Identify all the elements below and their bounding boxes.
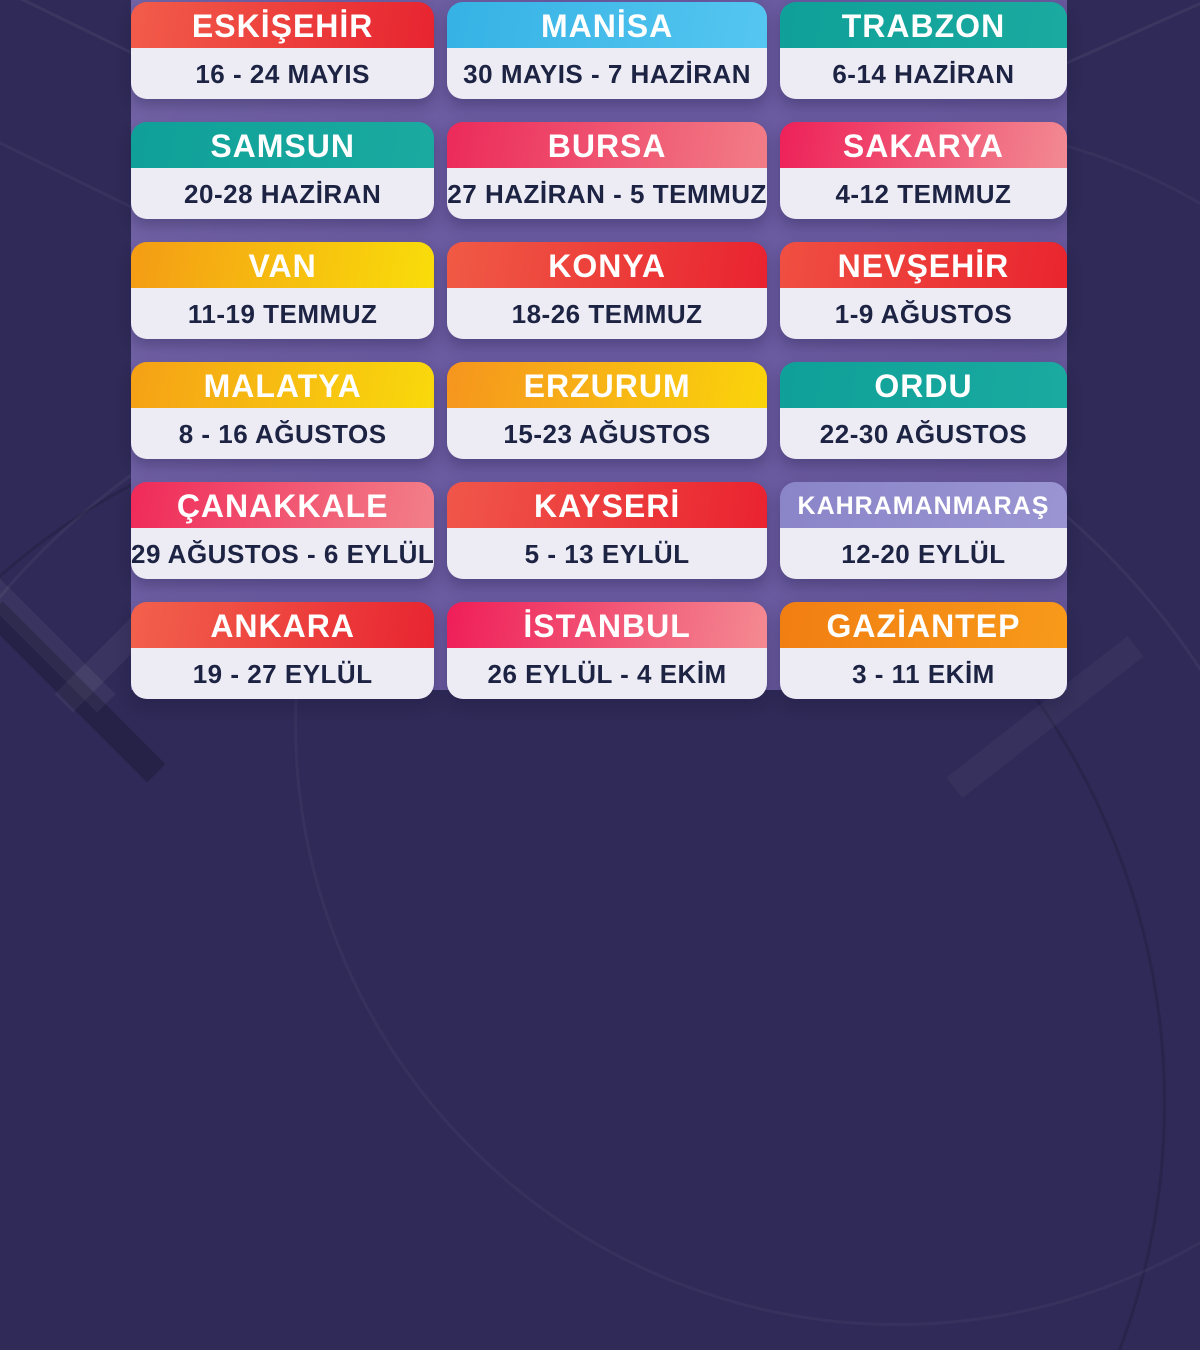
- city-card-header: ANKARA: [131, 602, 435, 648]
- city-name: KAHRAMANMARAŞ: [797, 491, 1050, 520]
- city-name: ERZURUM: [523, 368, 691, 404]
- city-card-body: 12-20 EYLÜL: [779, 528, 1067, 579]
- city-schedule-grid: ESKİŞEHİR 16 - 24 MAYIS MANİSA 30 MAYIS …: [131, 2, 1067, 699]
- city-card-body: 11-19 TEMMUZ: [131, 288, 435, 339]
- city-dates: 15-23 AĞUSTOS: [503, 418, 711, 449]
- city-name: İSTANBUL: [523, 608, 691, 644]
- city-card-body: 30 MAYIS - 7 HAZİRAN: [447, 48, 767, 99]
- city-card: GAZİANTEP 3 - 11 EKİM: [779, 602, 1067, 699]
- city-card-body: 15-23 AĞUSTOS: [447, 408, 767, 459]
- city-card-body: 22-30 AĞUSTOS: [779, 408, 1067, 459]
- cards-backdrop-panel: [131, 0, 1067, 690]
- city-card-body: 3 - 11 EKİM: [779, 648, 1067, 699]
- city-card-header: GAZİANTEP: [779, 602, 1067, 648]
- city-card-body: 5 - 13 EYLÜL: [447, 528, 767, 579]
- city-dates: 11-19 TEMMUZ: [187, 298, 378, 329]
- city-name: MANİSA: [541, 8, 674, 44]
- city-dates: 1-9 AĞUSTOS: [834, 298, 1013, 329]
- city-card: ORDU 22-30 AĞUSTOS: [779, 362, 1067, 459]
- city-card-header: ERZURUM: [447, 362, 767, 408]
- city-name: VAN: [248, 248, 317, 284]
- city-card-header: ÇANAKKALE: [131, 482, 435, 528]
- city-card-header: NEVŞEHİR: [779, 242, 1067, 288]
- city-dates: 30 MAYIS - 7 HAZİRAN: [463, 58, 752, 89]
- city-name: KAYSERİ: [533, 488, 681, 524]
- city-card-header: BURSA: [447, 122, 767, 168]
- city-card: BURSA 27 HAZİRAN - 5 TEMMUZ: [447, 122, 767, 219]
- city-dates: 8 - 16 AĞUSTOS: [178, 418, 387, 449]
- city-card: MANİSA 30 MAYIS - 7 HAZİRAN: [447, 2, 767, 99]
- city-card: KAYSERİ 5 - 13 EYLÜL: [447, 482, 767, 579]
- city-name: TRABZON: [841, 8, 1006, 44]
- city-card-header: SAKARYA: [779, 122, 1067, 168]
- city-card-body: 18-26 TEMMUZ: [447, 288, 767, 339]
- city-card-header: KAYSERİ: [447, 482, 767, 528]
- city-dates: 4-12 TEMMUZ: [835, 178, 1012, 209]
- city-name: ANKARA: [210, 608, 355, 644]
- city-card: SAMSUN 20-28 HAZİRAN: [131, 122, 435, 219]
- city-name: NEVŞEHİR: [837, 248, 1010, 284]
- city-card: ESKİŞEHİR 16 - 24 MAYIS: [131, 2, 435, 99]
- city-dates: 27 HAZİRAN - 5 TEMMUZ: [447, 178, 767, 209]
- city-card: SAKARYA 4-12 TEMMUZ: [779, 122, 1067, 219]
- city-card-body: 8 - 16 AĞUSTOS: [131, 408, 435, 459]
- city-card-header: KAHRAMANMARAŞ: [779, 482, 1067, 528]
- city-card: NEVŞEHİR 1-9 AĞUSTOS: [779, 242, 1067, 339]
- city-card-body: 27 HAZİRAN - 5 TEMMUZ: [447, 168, 767, 219]
- city-card-header: TRABZON: [779, 2, 1067, 48]
- city-card-body: 16 - 24 MAYIS: [131, 48, 435, 99]
- city-card-body: 1-9 AĞUSTOS: [779, 288, 1067, 339]
- city-name: SAMSUN: [210, 128, 355, 164]
- city-dates: 16 - 24 MAYIS: [195, 58, 370, 89]
- city-card-header: MALATYA: [131, 362, 435, 408]
- city-card-body: 26 EYLÜL - 4 EKİM: [447, 648, 767, 699]
- city-card: ÇANAKKALE 29 AĞUSTOS - 6 EYLÜL: [131, 482, 435, 579]
- city-card: VAN 11-19 TEMMUZ: [131, 242, 435, 339]
- city-card: MALATYA 8 - 16 AĞUSTOS: [131, 362, 435, 459]
- city-card: ERZURUM 15-23 AĞUSTOS: [447, 362, 767, 459]
- city-card-header: ESKİŞEHİR: [131, 2, 435, 48]
- city-dates: 19 - 27 EYLÜL: [192, 658, 373, 689]
- city-card: KAHRAMANMARAŞ 12-20 EYLÜL: [779, 482, 1067, 579]
- city-dates: 6-14 HAZİRAN: [832, 58, 1015, 89]
- city-dates: 22-30 AĞUSTOS: [819, 418, 1028, 449]
- city-dates: 5 - 13 EYLÜL: [524, 538, 690, 569]
- city-card-body: 29 AĞUSTOS - 6 EYLÜL: [131, 528, 435, 579]
- city-card-header: SAMSUN: [131, 122, 435, 168]
- city-name: ÇANAKKALE: [176, 488, 389, 524]
- city-dates: 26 EYLÜL - 4 EKİM: [487, 658, 727, 689]
- city-card-header: VAN: [131, 242, 435, 288]
- city-name: KONYA: [548, 248, 666, 284]
- city-name: MALATYA: [203, 368, 362, 404]
- city-name: SAKARYA: [842, 128, 1005, 164]
- city-card-body: 6-14 HAZİRAN: [779, 48, 1067, 99]
- city-card-body: 4-12 TEMMUZ: [779, 168, 1067, 219]
- city-card: TRABZON 6-14 HAZİRAN: [779, 2, 1067, 99]
- city-card: İSTANBUL 26 EYLÜL - 4 EKİM: [447, 602, 767, 699]
- city-dates: 12-20 EYLÜL: [841, 538, 1006, 569]
- city-card-header: ORDU: [779, 362, 1067, 408]
- city-dates: 20-28 HAZİRAN: [184, 178, 382, 209]
- city-name: ESKİŞEHİR: [191, 8, 374, 44]
- city-card-header: MANİSA: [447, 2, 767, 48]
- city-dates: 18-26 TEMMUZ: [511, 298, 703, 329]
- city-card-body: 20-28 HAZİRAN: [131, 168, 435, 219]
- city-card-header: KONYA: [447, 242, 767, 288]
- city-dates: 29 AĞUSTOS - 6 EYLÜL: [131, 538, 435, 569]
- city-name: BURSA: [547, 128, 667, 164]
- city-card-header: İSTANBUL: [447, 602, 767, 648]
- city-dates: 3 - 11 EKİM: [852, 658, 995, 689]
- city-name: GAZİANTEP: [826, 608, 1021, 644]
- city-name: ORDU: [874, 368, 973, 404]
- city-card: KONYA 18-26 TEMMUZ: [447, 242, 767, 339]
- city-card-body: 19 - 27 EYLÜL: [131, 648, 435, 699]
- city-card: ANKARA 19 - 27 EYLÜL: [131, 602, 435, 699]
- background-chevron: [0, 531, 116, 713]
